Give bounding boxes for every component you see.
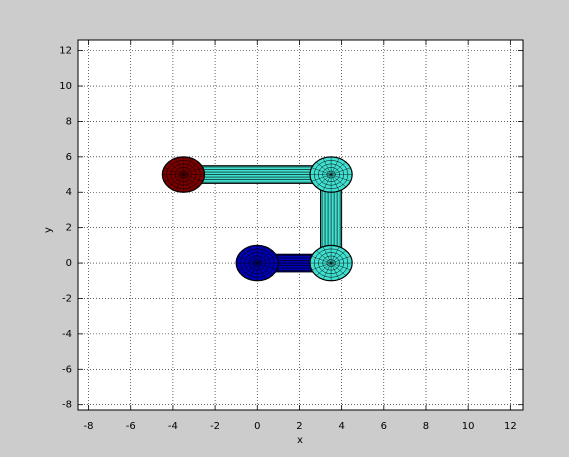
x-tick-label: 6 (381, 421, 387, 432)
y-tick-label: 10 (59, 81, 72, 92)
x-tick-label: 12 (504, 421, 517, 432)
x-tick-label: 0 (254, 421, 260, 432)
x-tick-label: 2 (296, 421, 302, 432)
y-tick-label: -4 (62, 329, 72, 340)
x-tick-label: -4 (168, 421, 178, 432)
y-tick-label: -2 (62, 293, 72, 304)
x-tick-label: 10 (462, 421, 475, 432)
y-tick-label: -8 (62, 400, 72, 411)
y-tick-label: -6 (62, 364, 72, 375)
axes-background (78, 40, 523, 410)
y-tick-label: 6 (66, 152, 72, 163)
y-tick-label: 12 (59, 46, 72, 57)
y-axis-label: y (43, 227, 54, 233)
x-tick-label: 8 (423, 421, 429, 432)
x-tick-label: 4 (338, 421, 344, 432)
x-tick-label: -8 (84, 421, 94, 432)
y-tick-label: 8 (66, 116, 72, 127)
y-tick-label: 4 (66, 187, 72, 198)
y-tick-label: 2 (66, 223, 72, 234)
x-tick-label: -6 (126, 421, 136, 432)
x-tick-label: -2 (210, 421, 220, 432)
figure: x y -8 -6 -4 -2 0 2 4 6 8 10 12 -8 -6 -4 -2 0 2 4 6 8 10 12 (0, 0, 569, 457)
y-tick-label: 0 (66, 258, 72, 269)
x-axis-label: x (297, 435, 303, 446)
